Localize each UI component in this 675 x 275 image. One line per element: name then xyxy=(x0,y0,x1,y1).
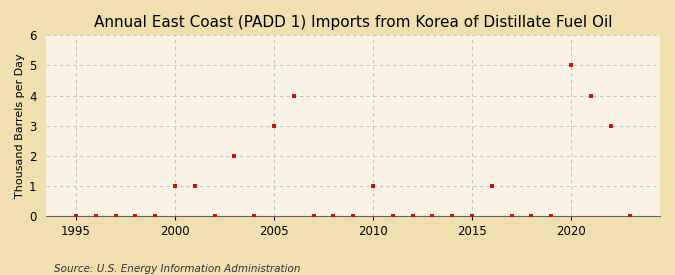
Point xyxy=(348,214,358,218)
Point xyxy=(566,63,576,68)
Point xyxy=(150,214,161,218)
Point xyxy=(209,214,220,218)
Point xyxy=(190,184,200,188)
Point xyxy=(625,214,636,218)
Point xyxy=(110,214,121,218)
Point xyxy=(487,184,497,188)
Point xyxy=(308,214,319,218)
Point xyxy=(288,93,299,98)
Point xyxy=(526,214,537,218)
Point xyxy=(427,214,438,218)
Point xyxy=(585,93,596,98)
Title: Annual East Coast (PADD 1) Imports from Korea of Distillate Fuel Oil: Annual East Coast (PADD 1) Imports from … xyxy=(94,15,612,30)
Point xyxy=(407,214,418,218)
Point xyxy=(387,214,398,218)
Point xyxy=(249,214,260,218)
Point xyxy=(466,214,477,218)
Point xyxy=(130,214,141,218)
Point xyxy=(447,214,458,218)
Point xyxy=(605,123,616,128)
Text: Source: U.S. Energy Information Administration: Source: U.S. Energy Information Administ… xyxy=(54,264,300,274)
Point xyxy=(368,184,379,188)
Point xyxy=(90,214,101,218)
Point xyxy=(545,214,556,218)
Point xyxy=(269,123,279,128)
Point xyxy=(71,214,82,218)
Y-axis label: Thousand Barrels per Day: Thousand Barrels per Day xyxy=(15,53,25,198)
Point xyxy=(229,153,240,158)
Point xyxy=(328,214,339,218)
Point xyxy=(506,214,517,218)
Point xyxy=(169,184,180,188)
